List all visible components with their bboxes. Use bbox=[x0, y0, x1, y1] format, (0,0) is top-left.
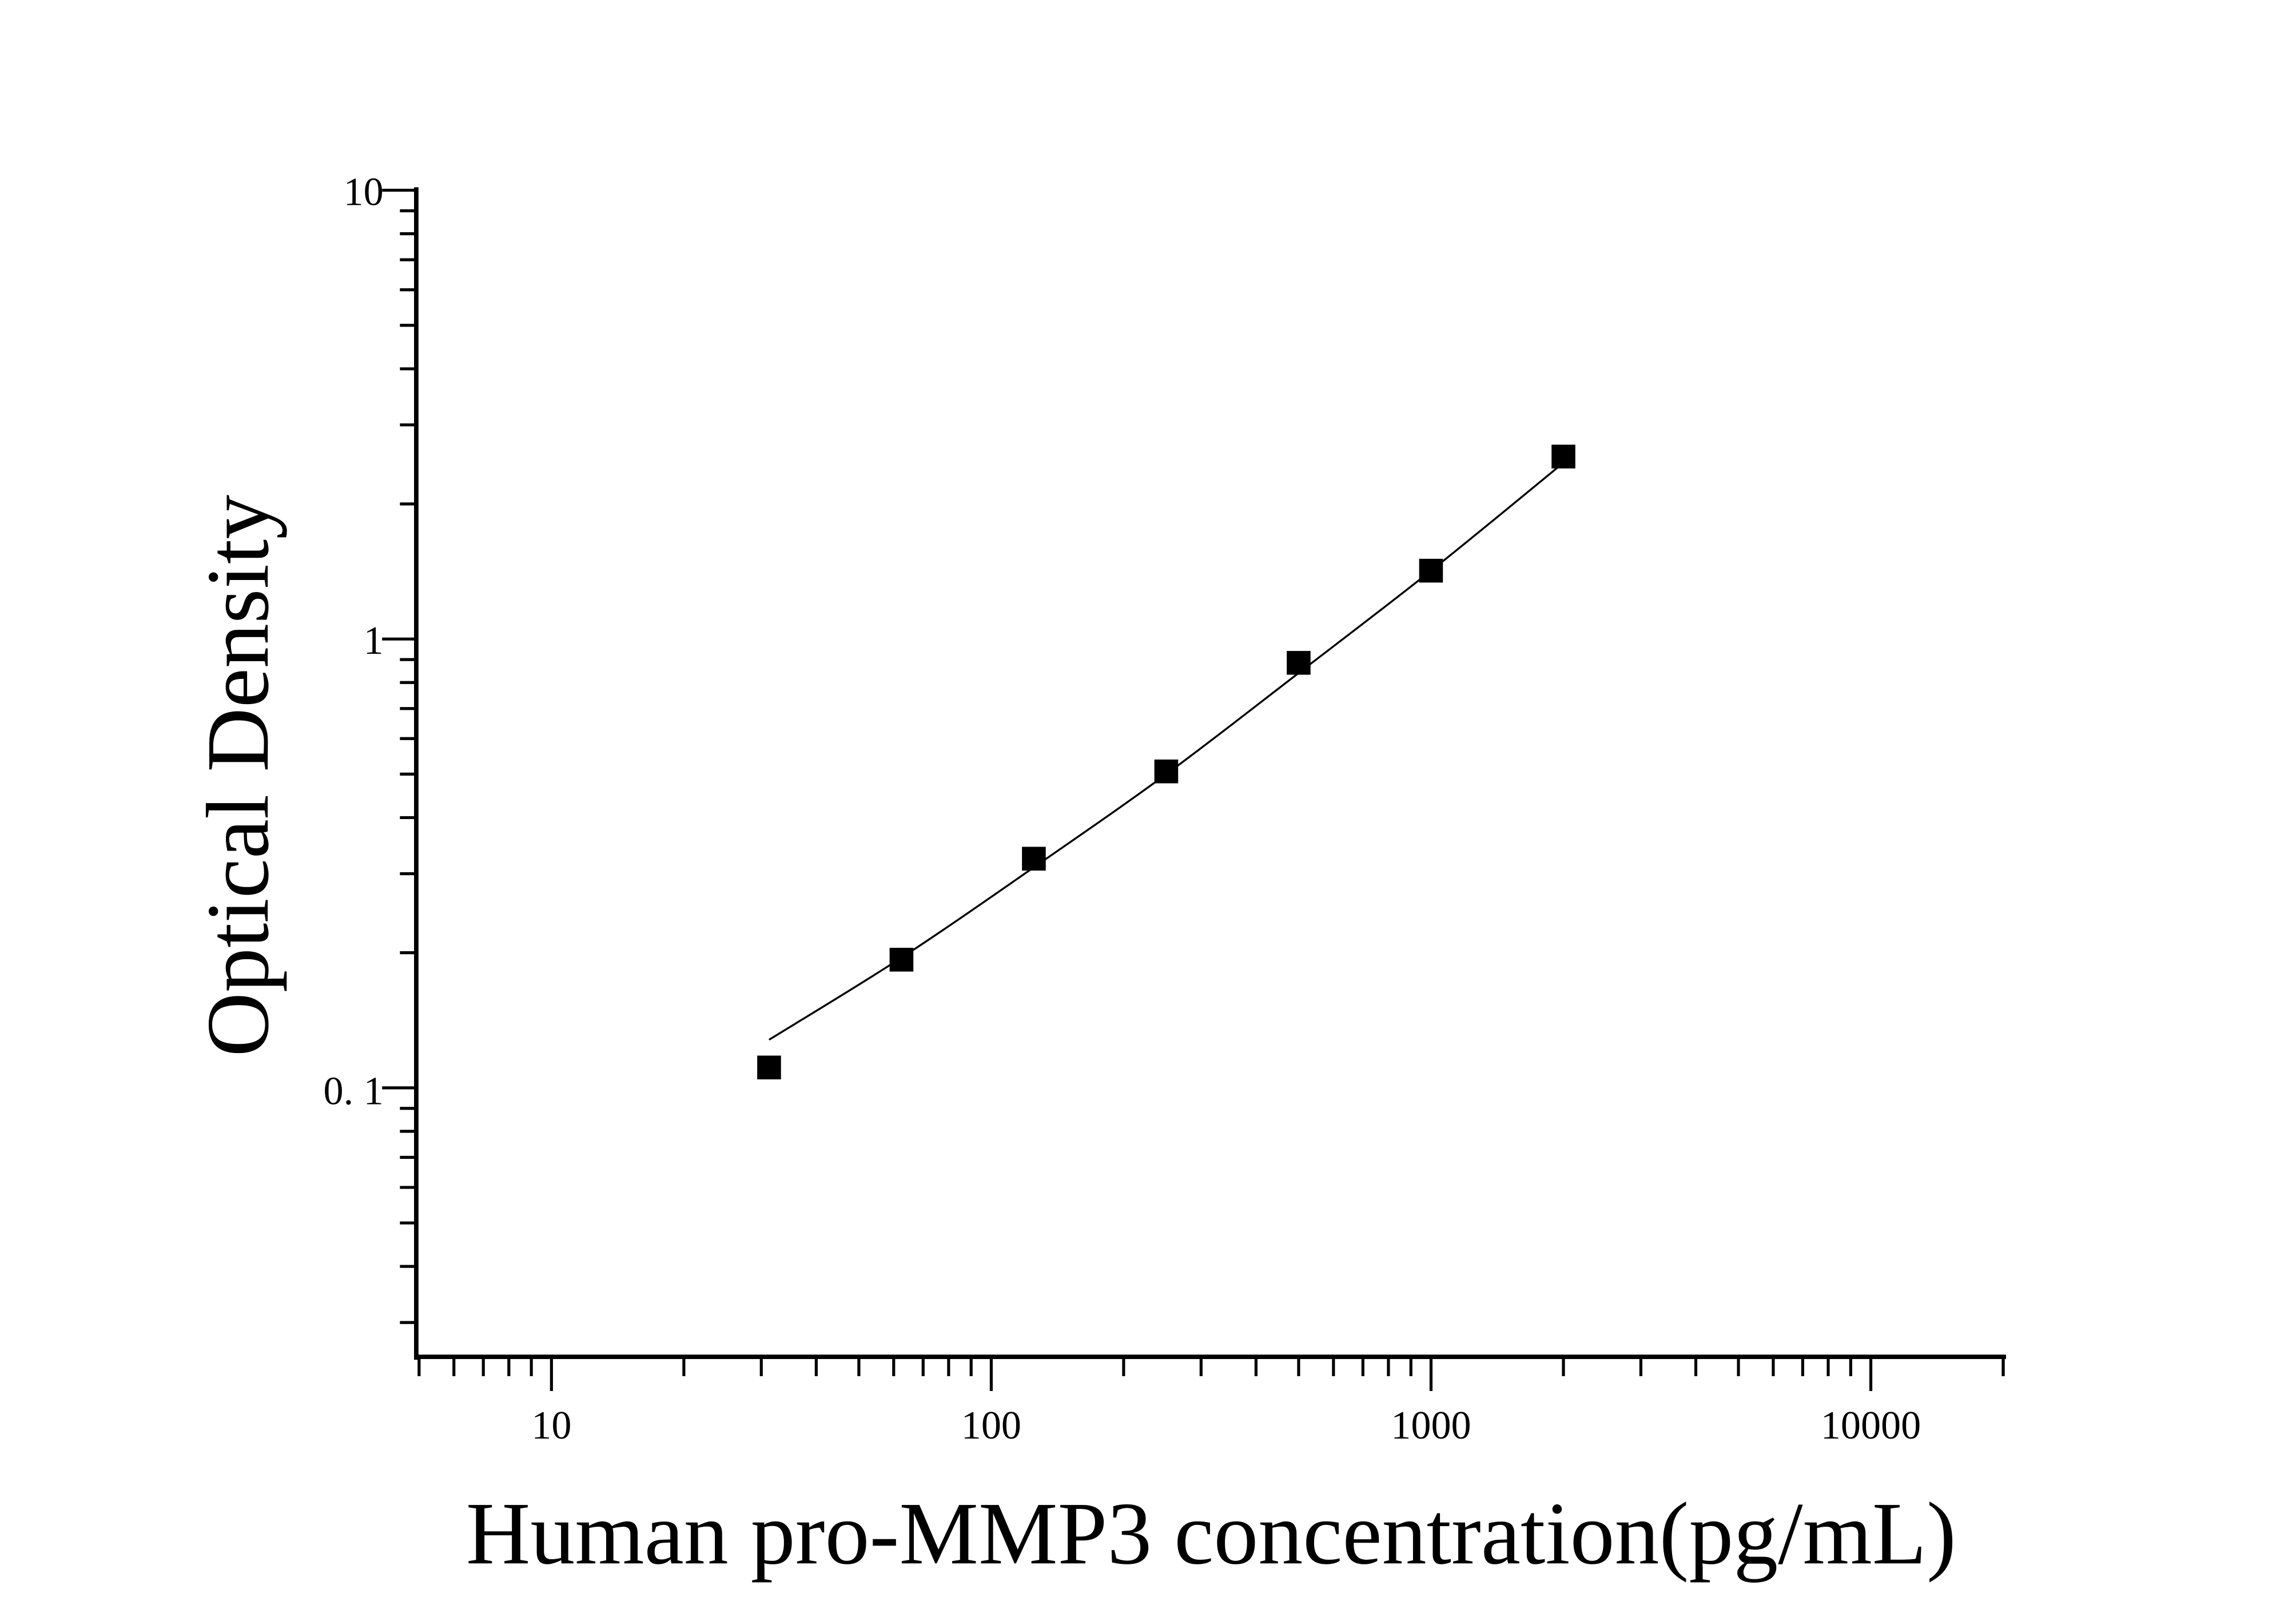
data-point bbox=[1419, 558, 1443, 583]
y-tick-label-10: 10 bbox=[344, 170, 384, 214]
minor-ticks bbox=[400, 209, 2005, 1376]
data-point bbox=[1551, 444, 1575, 469]
y-axis-title: Optical Density bbox=[188, 495, 287, 1057]
x-tick-label-1000: 1000 bbox=[1391, 1403, 1471, 1448]
data-point bbox=[757, 1055, 781, 1080]
x-tick-label-10: 10 bbox=[531, 1403, 571, 1448]
data-point bbox=[889, 947, 914, 972]
data-points bbox=[757, 444, 1575, 1080]
x-axis-title: Human pro-MMP3 concentration(pg/mL) bbox=[466, 1484, 1956, 1583]
y-tick-label-0.1: 0. 1 bbox=[324, 1068, 384, 1113]
major-ticks bbox=[382, 188, 1873, 1391]
data-point bbox=[1022, 847, 1046, 871]
x-tick-label-100: 100 bbox=[961, 1403, 1021, 1448]
x-tick-label-10000: 10000 bbox=[1821, 1403, 1921, 1448]
y-tick-label-1: 1 bbox=[364, 618, 384, 663]
fit-curve bbox=[769, 462, 1565, 1041]
data-point bbox=[1287, 651, 1311, 675]
data-point bbox=[1154, 759, 1179, 784]
